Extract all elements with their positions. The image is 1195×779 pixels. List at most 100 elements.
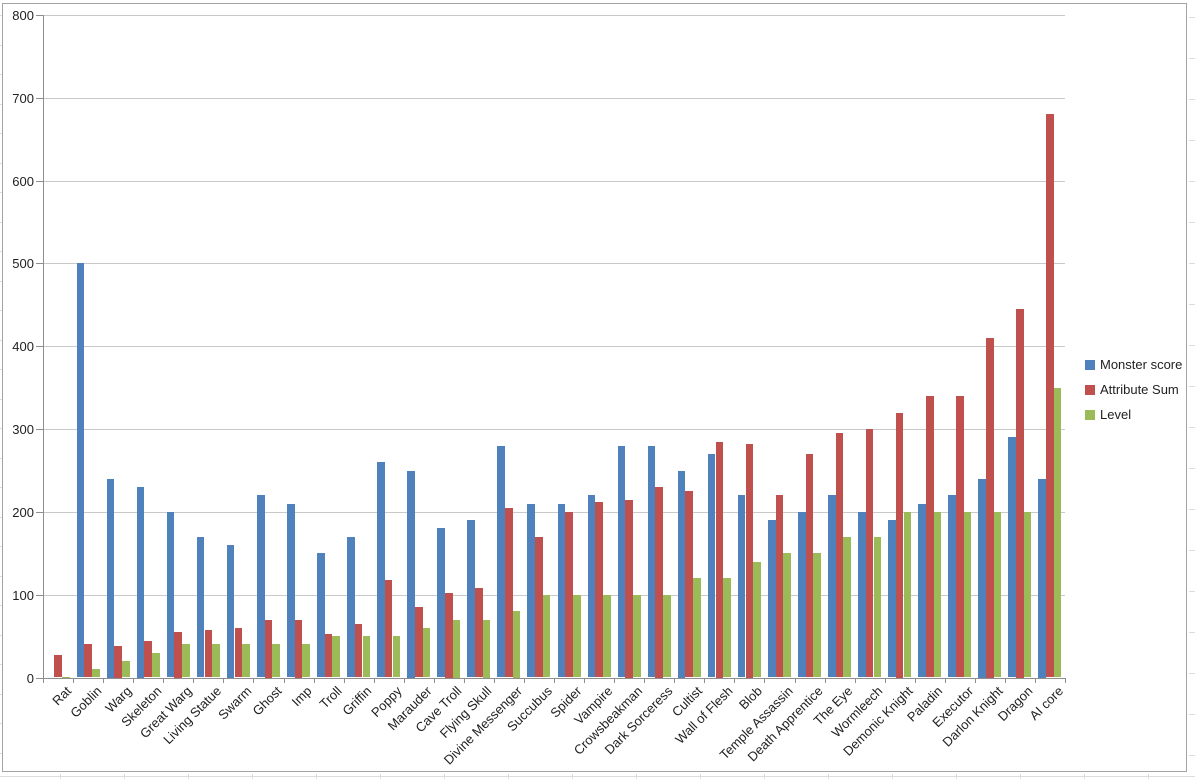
bar-attribute-sum-imp[interactable] <box>294 619 303 678</box>
legend-item-attribute-sum[interactable]: Attribute Sum <box>1085 377 1182 402</box>
bar-attribute-sum-dragon[interactable] <box>1016 309 1024 678</box>
bar-attribute-sum-swarm[interactable] <box>234 627 243 678</box>
bar-attribute-sum-temple-assassin[interactable] <box>775 495 784 678</box>
bar-level-great-warg[interactable] <box>182 644 190 678</box>
bar-level-wormleech[interactable] <box>873 536 882 678</box>
bar-monster-score-skeleton[interactable] <box>136 487 145 678</box>
bar-level-temple-assassin[interactable] <box>783 553 791 678</box>
bar-level-spider[interactable] <box>572 594 581 678</box>
bar-monster-score-crowsbeakman[interactable] <box>617 445 626 678</box>
bar-attribute-sum-death-apprentice[interactable] <box>805 453 814 678</box>
bar-attribute-sum-darlon-knight[interactable] <box>986 338 994 678</box>
bar-level-paladin[interactable] <box>933 511 942 678</box>
bar-level-poppy[interactable] <box>392 636 401 678</box>
bar-attribute-sum-griffin[interactable] <box>354 623 363 678</box>
bar-monster-score-ai-core[interactable] <box>1038 478 1047 678</box>
legend-item-monster-score[interactable]: Monster score <box>1085 352 1182 377</box>
bar-monster-score-flying-skull[interactable] <box>467 520 475 678</box>
bar-level-troll[interactable] <box>332 636 341 678</box>
legend[interactable]: Monster score Attribute Sum Level <box>1085 352 1182 427</box>
bar-level-dragon[interactable] <box>1023 511 1032 678</box>
bar-level-warg[interactable] <box>122 660 130 678</box>
bar-attribute-sum-crowsbeakman[interactable] <box>625 499 633 678</box>
bar-attribute-sum-cultist[interactable] <box>685 491 694 678</box>
bar-attribute-sum-the-eye[interactable] <box>835 433 844 678</box>
bar-level-rat[interactable] <box>61 676 70 678</box>
bar-monster-score-blob[interactable] <box>737 495 746 678</box>
bar-attribute-sum-demonic-knight[interactable] <box>895 412 904 678</box>
bar-attribute-sum-executor[interactable] <box>955 395 964 678</box>
bar-level-skeleton[interactable] <box>152 652 160 678</box>
bar-attribute-sum-divine-messenger[interactable] <box>505 507 513 678</box>
bar-monster-score-goblin[interactable] <box>76 263 85 678</box>
bar-monster-score-death-apprentice[interactable] <box>798 511 806 678</box>
bar-monster-score-imp[interactable] <box>287 503 295 678</box>
bar-level-cultist[interactable] <box>693 578 701 678</box>
bar-monster-score-wall-of-flesh[interactable] <box>707 453 716 678</box>
bar-attribute-sum-succubus[interactable] <box>535 536 543 678</box>
bar-level-wall-of-flesh[interactable] <box>723 578 731 678</box>
bar-monster-score-marauder[interactable] <box>407 470 415 678</box>
bar-attribute-sum-paladin[interactable] <box>925 395 934 678</box>
bar-monster-score-troll[interactable] <box>317 553 325 678</box>
bar-monster-score-great-warg[interactable] <box>166 511 175 678</box>
bar-attribute-sum-blob[interactable] <box>745 444 754 678</box>
bar-monster-score-dark-sorceress[interactable] <box>647 445 656 678</box>
bar-level-darlon-knight[interactable] <box>993 511 1002 678</box>
bar-monster-score-paladin[interactable] <box>918 503 926 678</box>
bar-monster-score-dragon[interactable] <box>1008 437 1017 678</box>
bar-attribute-sum-troll[interactable] <box>324 634 333 678</box>
bar-monster-score-cultist[interactable] <box>677 470 686 678</box>
bar-monster-score-vampire[interactable] <box>587 495 596 678</box>
bar-level-demonic-knight[interactable] <box>903 511 912 678</box>
bar-attribute-sum-spider[interactable] <box>565 511 573 678</box>
bar-monster-score-griffin[interactable] <box>347 536 355 678</box>
bar-monster-score-poppy[interactable] <box>377 462 385 678</box>
bar-level-marauder[interactable] <box>422 627 431 678</box>
bar-monster-score-wormleech[interactable] <box>858 511 866 678</box>
bar-attribute-sum-wall-of-flesh[interactable] <box>715 441 724 678</box>
bar-attribute-sum-flying-skull[interactable] <box>475 588 483 678</box>
bar-level-swarm[interactable] <box>242 644 250 678</box>
bar-attribute-sum-rat[interactable] <box>54 655 62 678</box>
bar-monster-score-darlon-knight[interactable] <box>978 478 986 678</box>
bar-attribute-sum-ghost[interactable] <box>264 619 273 678</box>
bar-attribute-sum-living-statue[interactable] <box>204 630 213 678</box>
bar-attribute-sum-goblin[interactable] <box>84 644 92 678</box>
bar-level-the-eye[interactable] <box>843 536 852 678</box>
bar-level-vampire[interactable] <box>602 594 611 678</box>
bar-monster-score-demonic-knight[interactable] <box>888 520 896 678</box>
bar-level-ai-core[interactable] <box>1053 387 1062 678</box>
bar-attribute-sum-skeleton[interactable] <box>144 641 153 678</box>
bar-attribute-sum-poppy[interactable] <box>384 579 393 678</box>
bar-monster-score-warg[interactable] <box>106 478 115 678</box>
bar-attribute-sum-vampire[interactable] <box>595 501 603 678</box>
bar-monster-score-temple-assassin[interactable] <box>767 520 776 678</box>
bar-monster-score-succubus[interactable] <box>527 503 536 678</box>
bar-level-flying-skull[interactable] <box>482 619 491 678</box>
bar-level-executor[interactable] <box>963 511 972 678</box>
bar-monster-score-living-statue[interactable] <box>196 536 205 678</box>
bar-attribute-sum-marauder[interactable] <box>414 607 423 678</box>
bar-attribute-sum-great-warg[interactable] <box>174 632 183 678</box>
bar-monster-score-the-eye[interactable] <box>828 495 836 678</box>
bar-level-divine-messenger[interactable] <box>512 611 521 678</box>
bar-level-griffin[interactable] <box>362 636 371 678</box>
bar-attribute-sum-ai-core[interactable] <box>1046 114 1054 678</box>
bar-level-goblin[interactable] <box>91 669 100 678</box>
bar-attribute-sum-dark-sorceress[interactable] <box>655 487 664 678</box>
bar-level-imp[interactable] <box>302 644 311 678</box>
bar-level-cave-troll[interactable] <box>452 619 461 678</box>
bar-level-blob[interactable] <box>753 561 761 678</box>
bar-monster-score-spider[interactable] <box>557 503 566 678</box>
bar-level-death-apprentice[interactable] <box>813 553 822 678</box>
bar-monster-score-cave-troll[interactable] <box>437 528 445 678</box>
bar-monster-score-swarm[interactable] <box>226 545 235 678</box>
bar-attribute-sum-wormleech[interactable] <box>865 429 874 678</box>
bar-level-living-statue[interactable] <box>212 644 220 678</box>
bar-monster-score-divine-messenger[interactable] <box>497 445 506 678</box>
bar-level-dark-sorceress[interactable] <box>663 594 671 678</box>
bar-attribute-sum-cave-troll[interactable] <box>444 593 453 678</box>
bar-level-ghost[interactable] <box>272 644 280 678</box>
legend-item-level[interactable]: Level <box>1085 402 1182 427</box>
